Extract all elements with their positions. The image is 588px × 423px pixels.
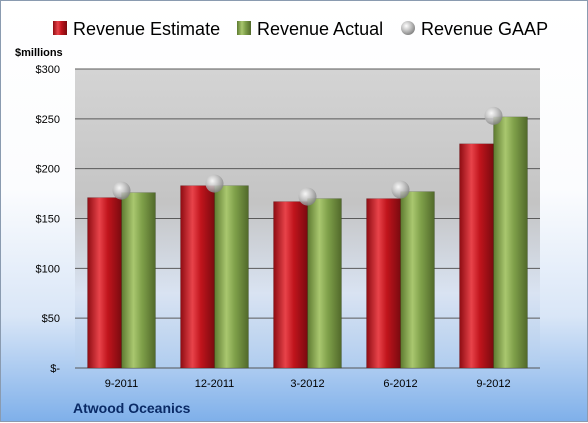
actual-bar: [214, 185, 249, 369]
estimate-bar: [87, 197, 122, 369]
x-tick-label: 9-2012: [476, 378, 510, 390]
estimate-bar: [273, 201, 308, 369]
x-tick-label: 12-2011: [195, 378, 235, 390]
legend: Revenue Estimate Revenue Actual Revenue …: [53, 19, 548, 39]
gaap-marker: [112, 181, 131, 200]
legend-swatch-gaap: [401, 21, 415, 35]
gaap-marker: [391, 180, 410, 199]
legend-swatch-estimate: [53, 21, 67, 35]
gaap-marker: [298, 187, 317, 206]
legend-label-actual: Revenue Actual: [257, 19, 383, 39]
company-name: Atwood Oceanics: [73, 400, 191, 416]
x-tick-labels: 9-2011 12-2011 3-2012 6-2012 9-2012: [105, 378, 511, 390]
actual-bar: [493, 116, 528, 369]
x-tick-label: 6-2012: [383, 378, 417, 390]
legend-label-estimate: Revenue Estimate: [73, 19, 220, 39]
estimate-bar: [180, 185, 215, 369]
legend-swatch-actual: [237, 21, 251, 35]
unit-label: $millions: [15, 47, 63, 59]
legend-label-gaap: Revenue GAAP: [421, 19, 548, 39]
actual-bar: [307, 198, 342, 369]
x-tick-label: 3-2012: [290, 378, 324, 390]
gaap-marker: [484, 106, 503, 125]
y-tick-label: $100: [36, 263, 60, 275]
estimate-bar: [366, 198, 401, 369]
estimate-bar: [459, 143, 494, 369]
gaap-markers: [112, 106, 503, 206]
actual-bar: [121, 192, 156, 369]
y-tick-label: $250: [36, 114, 60, 126]
y-tick-label: $-: [50, 363, 60, 375]
actual-bar: [400, 191, 435, 369]
y-tick-label: $50: [42, 313, 60, 325]
y-tick-label: $150: [36, 214, 60, 226]
y-tick-label: $300: [36, 64, 60, 76]
y-tick-labels: $- $50 $100 $150 $200 $250 $300: [36, 64, 61, 375]
gaap-marker: [205, 174, 224, 193]
x-tick-label: 9-2011: [105, 378, 138, 390]
y-tick-label: $200: [36, 164, 60, 176]
bars: [87, 116, 528, 369]
